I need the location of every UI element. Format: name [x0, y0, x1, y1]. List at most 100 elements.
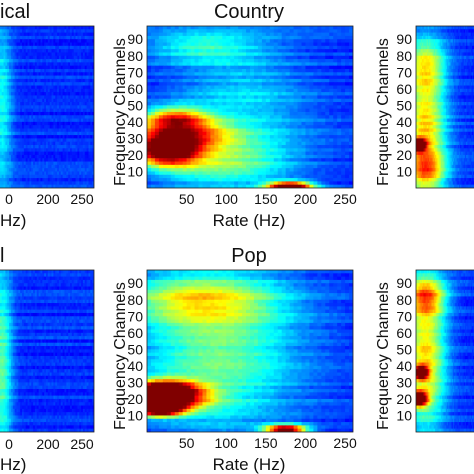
- heatmap-cell: [23, 55, 27, 60]
- heatmap-cell: [51, 95, 54, 100]
- heatmap-cell: [53, 125, 56, 130]
- heatmap-cell: [79, 131, 82, 136]
- heatmap-cell: [75, 98, 78, 103]
- heatmap-cell: [250, 102, 255, 106]
- heatmap-cell: [253, 145, 259, 149]
- heatmap-cell: [5, 42, 8, 47]
- heatmap-cell: [198, 145, 204, 149]
- heatmap-cell: [246, 35, 251, 40]
- heatmap-cell: [46, 125, 49, 130]
- heatmap-cell: [222, 68, 227, 73]
- heatmap-cell: [150, 174, 156, 179]
- heatmap-cell: [198, 98, 204, 103]
- heatmap-cell: [66, 45, 69, 50]
- heatmap-cell: [25, 184, 29, 188]
- heatmap-cell: [234, 52, 239, 57]
- heatmap-cell: [226, 158, 231, 163]
- heatmap-cell: [27, 105, 30, 110]
- heatmap-cell: [150, 161, 156, 166]
- heatmap-cell: [154, 82, 160, 87]
- heatmap-cell: [66, 184, 69, 188]
- heatmap-cell: [226, 78, 231, 83]
- heatmap-cell: [57, 184, 60, 188]
- heatmap-cell: [147, 108, 152, 113]
- heatmap-cell: [257, 72, 263, 77]
- heatmap-cell: [46, 42, 49, 47]
- heatmap-cell: [265, 128, 271, 133]
- heatmap-cell: [62, 138, 66, 143]
- heatmap-cell: [158, 161, 164, 166]
- heatmap-cell: [333, 148, 338, 153]
- heatmap-cell: [38, 52, 42, 57]
- heatmap-cell: [194, 49, 200, 54]
- heatmap-cell: [23, 26, 27, 30]
- heatmap-cell: [154, 148, 160, 153]
- heatmap-cell: [34, 111, 38, 116]
- heatmap-cell: [16, 181, 19, 186]
- heatmap-cell: [70, 72, 73, 77]
- heatmap-cell: [14, 65, 18, 70]
- heatmap-cell: [73, 108, 77, 113]
- heatmap-cell: [289, 82, 295, 87]
- heatmap-cell: [58, 68, 62, 73]
- heatmap-cell: [238, 161, 243, 166]
- heatmap-cell: [88, 92, 91, 97]
- heatmap-cell: [190, 121, 196, 126]
- heatmap-cell: [305, 135, 311, 140]
- heatmap-cell: [301, 32, 307, 37]
- heatmap-cell: [305, 59, 311, 63]
- heatmap-cell: [42, 148, 45, 153]
- heatmap-cell: [297, 59, 303, 63]
- heatmap-cell: [77, 29, 80, 34]
- heatmap-cell: [321, 85, 326, 90]
- heatmap-cell: [53, 178, 56, 182]
- heatmap-cell: [174, 92, 180, 97]
- heatmap-cell: [49, 131, 53, 136]
- heatmap-cell: [333, 65, 338, 70]
- heatmap-cell: [7, 35, 10, 40]
- heatmap-cell: [31, 85, 34, 90]
- heatmap-cell: [293, 151, 299, 156]
- heatmap-cell: [53, 35, 56, 40]
- heatmap-cell: [38, 135, 42, 140]
- heatmap-cell: [162, 178, 168, 182]
- heatmap-cell: [46, 82, 49, 87]
- heatmap-cell: [33, 181, 36, 186]
- heatmap-cell: [174, 55, 180, 60]
- heatmap-cell: [325, 161, 330, 166]
- heatmap-cell: [178, 85, 184, 90]
- heatmap-cell: [210, 178, 215, 182]
- heatmap-cell: [158, 72, 164, 77]
- heatmap-cell: [265, 98, 271, 103]
- heatmap-cell: [269, 161, 275, 166]
- heatmap-cell: [281, 111, 287, 116]
- heatmap-cell: [190, 26, 196, 30]
- heatmap-cell: [90, 125, 93, 130]
- heatmap-cell: [301, 121, 307, 126]
- heatmap-cell: [309, 121, 314, 126]
- heatmap-cell: [34, 26, 38, 30]
- heatmap-cell: [265, 138, 271, 143]
- heatmap-cell: [58, 108, 62, 113]
- heatmap-cell: [321, 135, 326, 140]
- heatmap-cell: [79, 88, 82, 93]
- heatmap-cell: [40, 141, 43, 146]
- heatmap-cell: [90, 88, 93, 93]
- heatmap-cell: [162, 65, 168, 70]
- heatmap-cell: [62, 52, 66, 57]
- heatmap-cell: [75, 78, 78, 83]
- heatmap-cell: [75, 131, 78, 136]
- heatmap-cell: [92, 125, 94, 130]
- heatmap-cell: [206, 62, 211, 67]
- heatmap-cell: [58, 111, 62, 116]
- heatmap-cell: [250, 111, 255, 116]
- heatmap-cell: [289, 98, 295, 103]
- heatmap-cell: [38, 115, 42, 120]
- heatmap-cell: [82, 154, 86, 159]
- heatmap-cell: [16, 88, 19, 93]
- heatmap-cell: [16, 174, 19, 179]
- heatmap-cell: [289, 145, 295, 149]
- heatmap-cell: [269, 88, 275, 93]
- heatmap-cell: [150, 151, 156, 156]
- heatmap-cell: [147, 174, 152, 179]
